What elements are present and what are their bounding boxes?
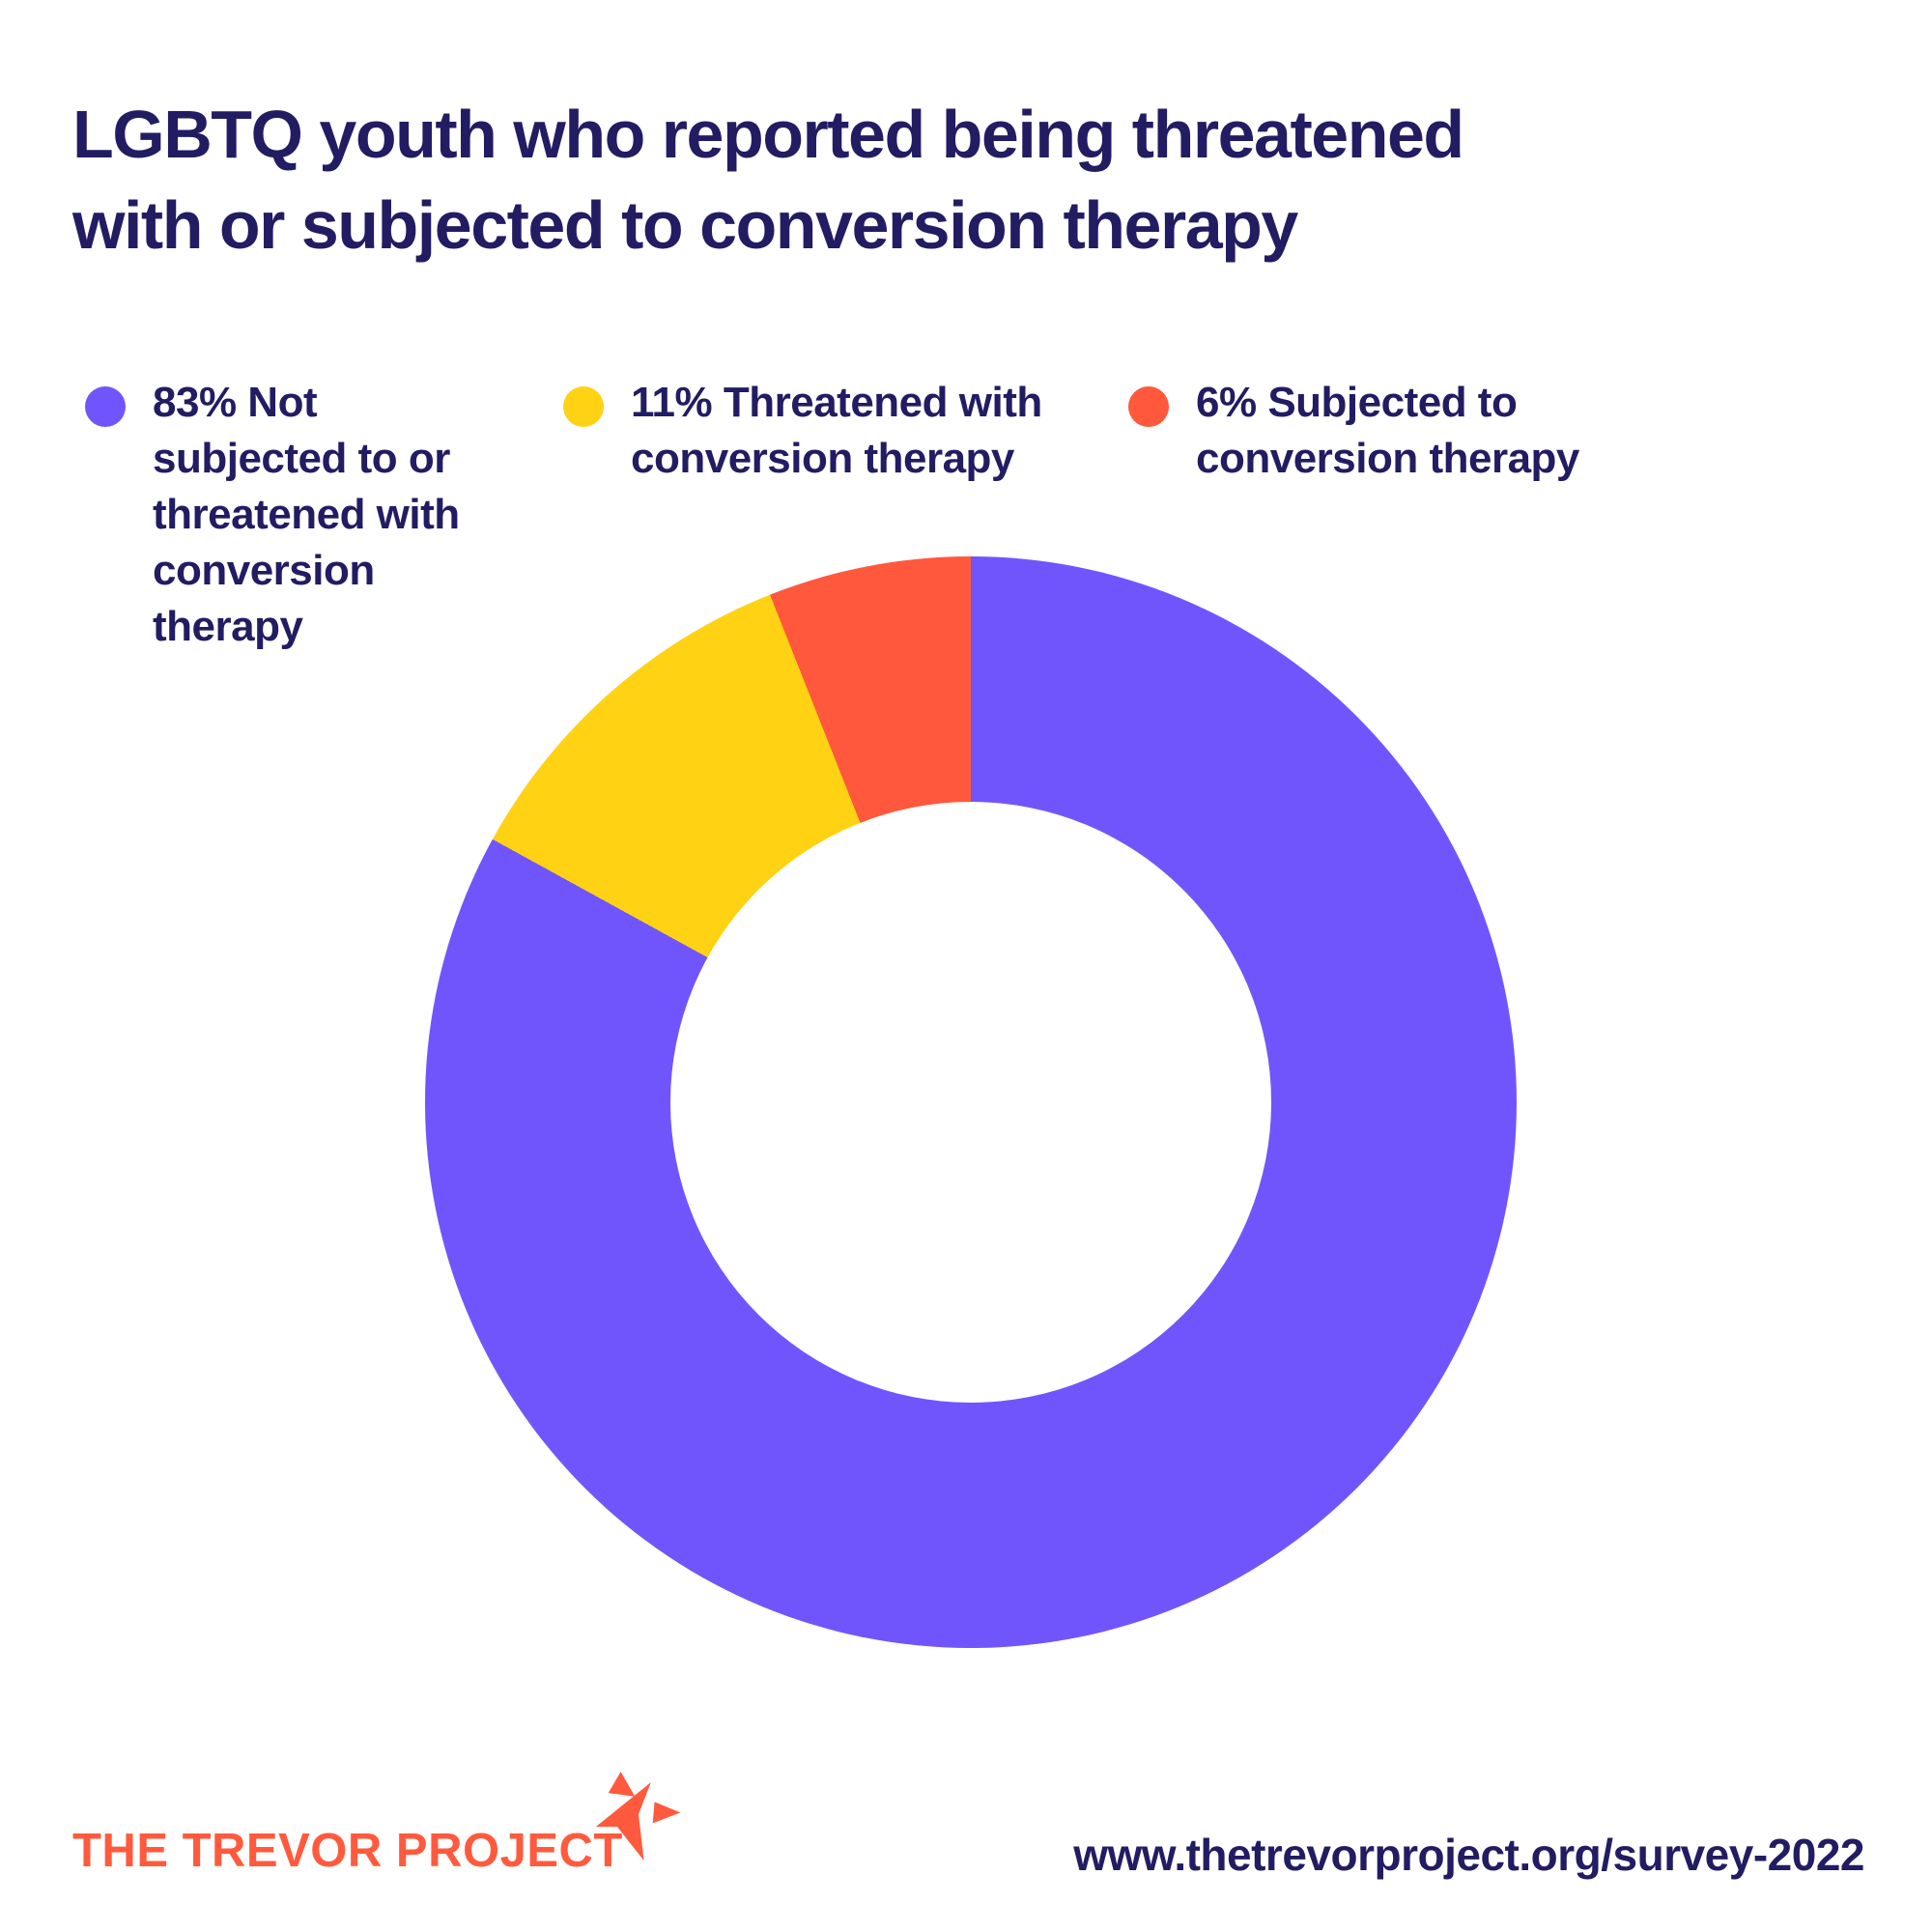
donut-hole: [670, 802, 1271, 1403]
trevor-project-logo-text: THE TREVOR PROJECT: [72, 1825, 623, 1877]
legend-swatch: [563, 386, 604, 427]
legend-label: 6% Subjected to conversion therapy: [1196, 379, 1579, 482]
sparkle-icon: [595, 1772, 681, 1861]
legend-item-subjected: 6% Subjected to conversion therapy: [1128, 375, 1660, 487]
donut-chart: [425, 556, 1517, 1648]
page-title: LGBTQ youth who reported being threatene…: [72, 89, 1464, 270]
page-title-line-1: LGBTQ youth who reported being threatene…: [72, 97, 1464, 172]
legend-item-threatened: 11% Threatened with conversion therapy: [563, 375, 1133, 487]
legend-label: 83% Not subjected to or threatened with …: [153, 379, 460, 650]
legend-item-not-subjected: 83% Not subjected to or threatened with …: [85, 375, 510, 655]
page-title-line-2: with or subjected to conversion therapy: [72, 187, 1298, 263]
survey-url-text: www.thetrevorproject.org/survey-2022: [1073, 1830, 1864, 1880]
trevor-project-logo: THE TREVOR PROJECT: [72, 1772, 681, 1878]
legend-swatch: [85, 386, 126, 427]
legend-swatch: [1128, 386, 1169, 427]
legend-label: 11% Threatened with conversion therapy: [631, 379, 1042, 482]
